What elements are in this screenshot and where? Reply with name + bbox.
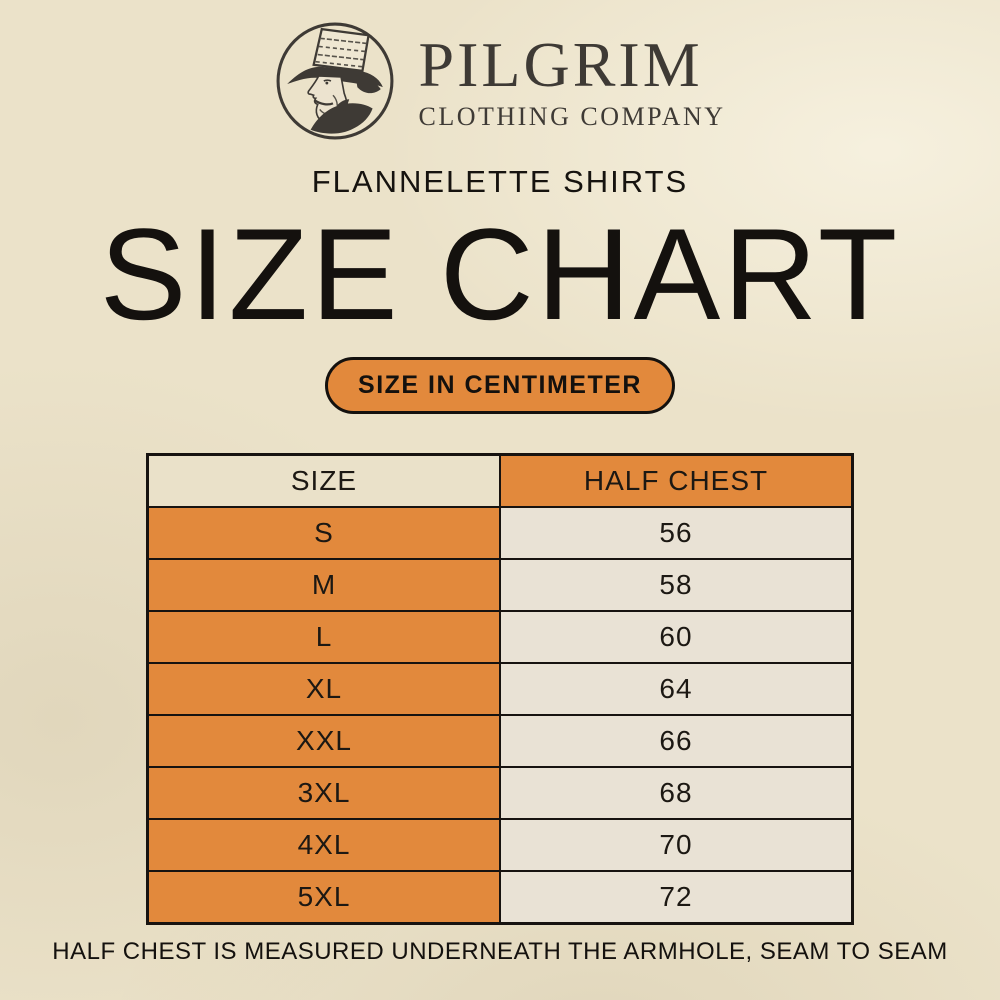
half-chest-cell: 58	[499, 557, 854, 612]
table-row: 5XL 72	[146, 869, 854, 924]
size-cell: 4XL	[146, 817, 501, 872]
half-chest-cell: 72	[499, 869, 854, 924]
column-header-size: SIZE	[146, 453, 501, 508]
table-row: 3XL 68	[146, 765, 854, 820]
size-cell: XXL	[146, 713, 501, 768]
measurement-footnote: HALF CHEST IS MEASURED UNDERNEATH THE AR…	[52, 937, 948, 965]
brand-text-block: PILGRIM CLOTHING COMPANY	[418, 28, 726, 131]
half-chest-cell: 56	[499, 505, 854, 560]
collection-subtitle: FLANNELETTE SHIRTS	[311, 164, 689, 199]
table-header-row: SIZE HALF CHEST	[146, 453, 854, 508]
size-cell: M	[146, 557, 501, 612]
size-cell: L	[146, 609, 501, 664]
half-chest-cell: 68	[499, 765, 854, 820]
brand-name: PILGRIM	[418, 28, 703, 100]
half-chest-cell: 64	[499, 661, 854, 716]
size-cell: 3XL	[146, 765, 501, 820]
column-header-half-chest: HALF CHEST	[499, 453, 854, 508]
table-row: XXL 66	[146, 713, 854, 768]
table-row: L 60	[146, 609, 854, 664]
half-chest-cell: 60	[499, 609, 854, 664]
pilgrim-head-icon	[274, 20, 396, 142]
unit-badge: SIZE IN CENTIMETER	[325, 356, 675, 414]
half-chest-cell: 70	[499, 817, 854, 872]
half-chest-cell: 66	[499, 713, 854, 768]
table-row: XL 64	[146, 661, 854, 716]
table-row: S 56	[146, 505, 854, 560]
brand-tagline: CLOTHING COMPANY	[418, 101, 726, 131]
size-cell: S	[146, 505, 501, 560]
size-cell: 5XL	[146, 869, 501, 924]
page-title: SIZE CHART	[99, 201, 901, 347]
table-row: M 58	[146, 557, 854, 612]
size-cell: XL	[146, 661, 501, 716]
size-table: SIZE HALF CHEST S 56 M 58 L 60 XL 64 XXL	[146, 452, 854, 925]
brand-header: PILGRIM CLOTHING COMPANY	[0, 0, 1000, 142]
unit-badge-row: SIZE IN CENTIMETER	[0, 356, 1000, 414]
table-row: 4XL 70	[146, 817, 854, 872]
